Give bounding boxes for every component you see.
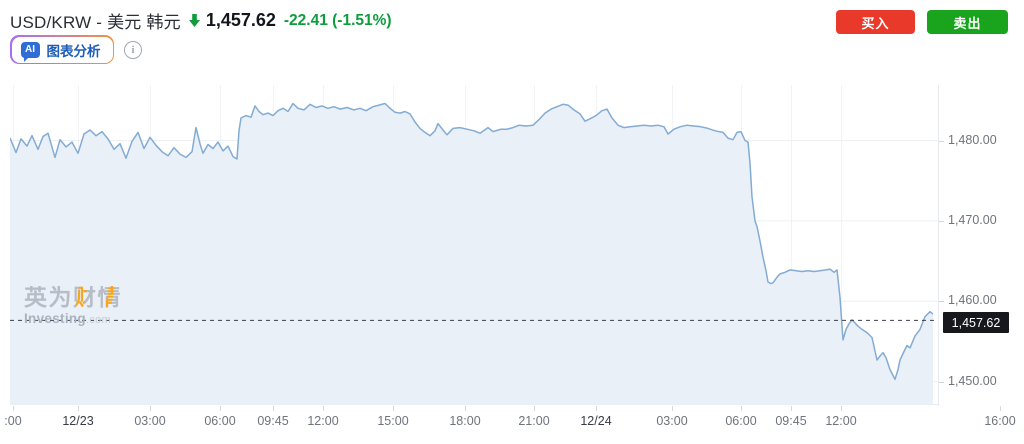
x-axis-time-label: 21:00 bbox=[518, 414, 550, 428]
ai-chart-analysis-button[interactable]: AI 图表分析 bbox=[10, 35, 114, 64]
y-axis-label: 1,450.00 bbox=[948, 373, 997, 388]
y-axis-label: 1,460.00 bbox=[948, 293, 997, 308]
x-axis-tick bbox=[1000, 406, 1001, 411]
x-axis-tick bbox=[393, 406, 394, 411]
price-area-chart[interactable] bbox=[10, 85, 938, 405]
x-axis-time-label: 16:00 bbox=[984, 414, 1016, 428]
x-axis-tick bbox=[150, 406, 151, 411]
x-axis-time-label: 03:00 bbox=[134, 414, 166, 428]
x-axis-date-label: 12/24 bbox=[580, 414, 612, 428]
price-area-fill bbox=[10, 103, 933, 405]
y-axis-label: 1,470.00 bbox=[948, 212, 997, 227]
y-axis-tick bbox=[939, 301, 944, 303]
sell-button[interactable]: 卖出 bbox=[927, 10, 1008, 34]
x-axis-tick bbox=[323, 406, 324, 411]
instrument-header: USD/KRW - 美元 韩元 1,457.62 -22.41 (-1.51%) bbox=[10, 8, 392, 33]
price-change: -22.41 (-1.51%) bbox=[283, 11, 392, 29]
x-axis: :00 12/23 03:00 06:00 09:45 12:00 15:00 18:00 21… bbox=[4, 406, 1024, 436]
x-axis-time-label: 15:00 bbox=[377, 414, 409, 428]
x-axis-tick bbox=[596, 406, 597, 411]
x-axis-tick bbox=[841, 406, 842, 411]
price-down-arrow-icon bbox=[188, 14, 200, 27]
x-axis-tick bbox=[672, 406, 673, 411]
instrument-title: USD/KRW - 美元 韩元 bbox=[10, 13, 181, 32]
info-icon[interactable]: i bbox=[124, 40, 142, 59]
x-axis-time-label: 18:00 bbox=[449, 414, 481, 428]
y-axis-tick bbox=[939, 140, 944, 142]
x-axis-tick bbox=[741, 406, 742, 411]
x-axis-tick bbox=[534, 406, 535, 411]
x-axis-time-label: 12:00 bbox=[307, 414, 339, 428]
x-axis-tick bbox=[273, 406, 274, 411]
last-price: 1,457.62 bbox=[205, 10, 276, 30]
x-axis-tick bbox=[78, 406, 79, 411]
x-axis-time-label: 06:00 bbox=[204, 414, 236, 428]
ai-button-label: 图表分析 bbox=[46, 43, 101, 59]
price-line bbox=[10, 102, 934, 381]
current-price-badge: 1,457.62 bbox=[943, 312, 1009, 334]
x-axis-time-label: 03:00 bbox=[656, 414, 688, 428]
ai-icon: AI bbox=[20, 41, 40, 62]
x-axis-time-label: 09:45 bbox=[257, 414, 289, 428]
buy-button[interactable]: 买入 bbox=[836, 10, 915, 34]
x-axis-tick bbox=[220, 406, 221, 411]
x-axis-time-label: 06:00 bbox=[725, 414, 757, 428]
x-axis-time-label: 09:45 bbox=[775, 414, 807, 428]
y-axis-label: 1,480.00 bbox=[948, 132, 997, 147]
x-axis-tick bbox=[791, 406, 792, 411]
y-axis-tick bbox=[939, 220, 944, 222]
ai-toolbar: AI 图表分析 i bbox=[10, 35, 142, 64]
y-axis-tick bbox=[939, 381, 944, 383]
x-axis-tick bbox=[465, 406, 466, 411]
x-axis-date-label: 12/23 bbox=[62, 414, 94, 428]
x-axis-tick bbox=[13, 406, 14, 411]
y-axis: 1,480.00 1,470.00 1,460.00 1,450.00 1,457.62 bbox=[938, 85, 1024, 406]
x-axis-time-label: 12:00 bbox=[825, 414, 857, 428]
price-chart-plot[interactable] bbox=[10, 85, 938, 405]
x-axis-time-label: :00 bbox=[4, 414, 22, 428]
